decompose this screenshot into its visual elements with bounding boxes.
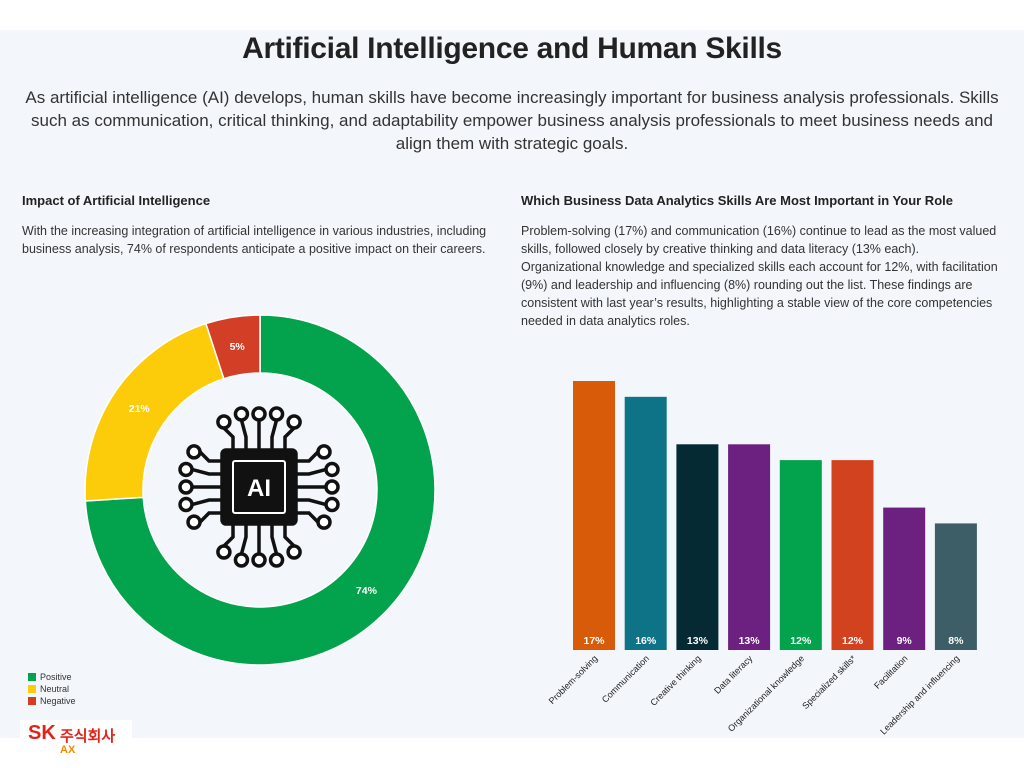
bar-creative-thinking — [676, 444, 719, 650]
bar-category-label: Creative thinking — [648, 653, 702, 707]
ai-chip-icon — [178, 406, 340, 568]
bar-value-label: 12% — [842, 635, 864, 647]
legend-label: Positive — [40, 672, 72, 682]
bar-category-label: Data literacy — [712, 653, 755, 696]
legend-label: Neutral — [40, 684, 70, 694]
legend-swatch — [28, 673, 36, 681]
bar-communication — [624, 396, 667, 650]
skills-heading: Which Business Data Analytics Skills Are… — [521, 193, 953, 208]
skills-bar-chart: 17% 16% 13% 13% 12% 12% 9% 8% Problem-solving Co… — [547, 381, 977, 736]
bar-value-label: 12% — [790, 635, 812, 647]
legend-item-negative: Negative — [28, 695, 76, 707]
logo-korean: 주식회사 — [60, 728, 116, 745]
bar-category-label: Specialized skills* — [800, 653, 858, 711]
bar-category-label: Problem-solving — [547, 653, 600, 706]
legend-item-positive: Positive — [28, 671, 76, 683]
logo-sk: SK — [28, 722, 56, 744]
legend-swatch — [28, 685, 36, 693]
skills-description: Problem-solving (17%) and communication … — [521, 224, 998, 328]
bar-value-label: 9% — [897, 635, 913, 647]
logo-ax: AX — [60, 744, 76, 756]
impact-heading: Impact of Artificial Intelligence — [22, 193, 211, 208]
impact-donut-chart: 74% 21% 5% AI — [84, 314, 436, 666]
legend-item-neutral: Neutral — [28, 683, 76, 695]
donut-label-positive: 74% — [356, 585, 378, 597]
legend-label: Negative — [40, 696, 76, 706]
bar-category-label: Communication — [600, 653, 651, 704]
bar-facilitation — [883, 507, 926, 650]
page-subtitle: As artificial intelligence (AI) develops… — [25, 88, 999, 153]
ai-chip-label: AI — [247, 475, 271, 502]
company-logo: SK 주식회사 AX — [20, 720, 132, 760]
bar-problem-solving — [573, 381, 615, 650]
bar-category-label: Facilitation — [872, 653, 909, 690]
donut-legend: Positive Neutral Negative — [28, 671, 76, 707]
donut-slice-negative — [204, 314, 261, 380]
bar-specialized-skills — [831, 460, 874, 650]
donut-slice-positive — [84, 314, 436, 666]
legend-swatch — [28, 697, 36, 705]
bar-value-label: 16% — [635, 635, 657, 647]
donut-label-negative: 5% — [230, 341, 246, 353]
bar-leadership-and-influencing — [934, 523, 977, 650]
bar-value-label: 13% — [739, 635, 761, 647]
page-title: Artificial Intelligence and Human Skills — [242, 32, 782, 65]
donut-label-neutral: 21% — [129, 403, 151, 415]
bar-organizational-knowledge — [779, 460, 822, 650]
bar-value-label: 17% — [583, 635, 605, 647]
impact-description: With the increasing integration of artif… — [22, 224, 487, 256]
bar-data-literacy — [728, 444, 771, 650]
bar-value-label: 8% — [948, 635, 964, 647]
donut-slice-neutral — [84, 322, 225, 502]
bar-value-label: 13% — [687, 635, 709, 647]
